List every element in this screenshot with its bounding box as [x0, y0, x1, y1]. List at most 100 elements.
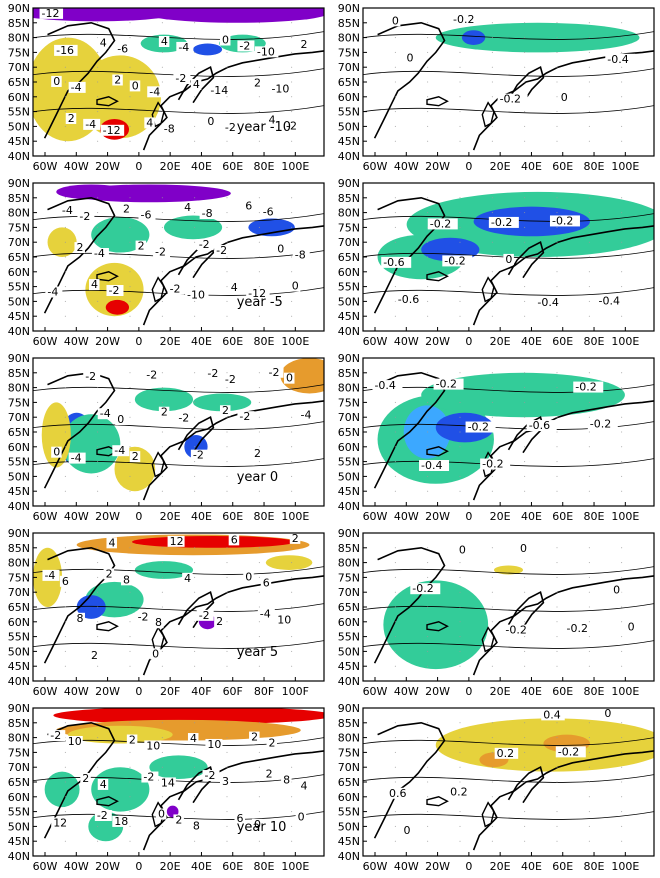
- y-tick-label: 75N: [8, 746, 30, 759]
- grid-dot: [491, 621, 493, 623]
- grid-dot: [258, 241, 260, 243]
- contour-label-bg: [410, 583, 441, 595]
- y-tick-label: 50N: [8, 120, 30, 133]
- x-tick-label: 60E: [552, 685, 573, 698]
- contour-label: -0.2: [505, 624, 526, 637]
- contour-label: 10: [277, 613, 291, 626]
- coastline: [373, 21, 446, 139]
- x-tick-label: 100E: [281, 510, 309, 523]
- grid-dot: [427, 372, 429, 374]
- grid-dot: [556, 226, 558, 228]
- grid-dot: [194, 315, 196, 317]
- grid-dot: [524, 840, 526, 842]
- contour-line: [363, 250, 654, 259]
- grid-dot: [129, 271, 131, 273]
- grid-dot: [394, 431, 396, 433]
- grid-dot: [524, 300, 526, 302]
- grid-dot: [588, 722, 590, 724]
- contour-label-bg: [100, 124, 125, 136]
- grid-dot: [588, 461, 590, 463]
- anomaly-fill: [53, 708, 324, 725]
- y-tick-label: 85N: [338, 17, 360, 30]
- grid-dot: [588, 401, 590, 403]
- y-tick-label: 80N: [8, 382, 30, 395]
- grid-dot: [226, 241, 228, 243]
- contour-label: -6: [263, 206, 274, 219]
- grid-dot: [588, 416, 590, 418]
- grid-dot: [556, 825, 558, 827]
- grid-dot: [129, 766, 131, 768]
- grid-dot: [621, 562, 623, 564]
- contour-label-bg: [251, 448, 263, 460]
- grid-dot: [226, 621, 228, 623]
- contour-label: -2: [97, 809, 108, 822]
- grid-dot: [64, 81, 66, 83]
- x-tick-label: 40E: [191, 335, 212, 348]
- y-tick-label: 65N: [8, 76, 30, 89]
- grid-dot: [524, 81, 526, 83]
- grid-dot: [588, 51, 590, 53]
- x-tick-label: 80E: [584, 510, 605, 523]
- grid-dot: [161, 475, 163, 477]
- y-tick-label: 45N: [338, 485, 360, 498]
- contour-label-bg: [451, 13, 482, 25]
- contour-label-bg: [494, 747, 519, 759]
- grid-dot: [258, 401, 260, 403]
- grid-dot: [226, 665, 228, 667]
- grid-dot: [394, 401, 396, 403]
- grid-dot: [459, 315, 461, 317]
- grid-dot: [459, 111, 461, 113]
- contour-label-bg: [251, 77, 263, 89]
- y-tick-label: 85N: [8, 542, 30, 555]
- grid-dot: [394, 226, 396, 228]
- grid-dot: [524, 140, 526, 142]
- coastline: [426, 271, 449, 282]
- grid-dot: [291, 66, 293, 68]
- grid-dot: [194, 401, 196, 403]
- y-tick-label: 75N: [338, 396, 360, 409]
- contour-label: 2: [129, 734, 136, 747]
- contour-label-bg: [292, 249, 310, 261]
- grid-dot: [394, 111, 396, 113]
- x-tick-label: 100E: [281, 335, 309, 348]
- anomaly-fill: [47, 227, 77, 257]
- grid-dot: [427, 446, 429, 448]
- contour-label-bg: [381, 256, 412, 268]
- coastline: [142, 225, 324, 326]
- grid-dot: [491, 811, 493, 813]
- anomaly-fill: [435, 412, 494, 443]
- contour-label: 2: [91, 649, 98, 662]
- grid-dot: [291, 591, 293, 593]
- y-tick-label: 70N: [338, 586, 360, 599]
- contour-label-bg: [129, 451, 141, 463]
- y-tick-label: 50N: [8, 820, 30, 833]
- x-tick-label: 60F: [223, 685, 243, 698]
- grid-dot: [64, 315, 66, 317]
- grid-dot: [226, 315, 228, 317]
- contour-label: 10: [68, 735, 82, 748]
- grid-dot: [291, 416, 293, 418]
- contour-label-bg: [196, 239, 214, 251]
- grid-dot: [258, 315, 260, 317]
- grid-dot: [194, 431, 196, 433]
- grid-dot: [394, 665, 396, 667]
- contour-label: -2: [225, 373, 236, 386]
- contour-label: 10: [146, 739, 160, 752]
- grid-dot: [161, 446, 163, 448]
- grid-dot: [226, 737, 228, 739]
- x-tick-label: 20W: [95, 160, 120, 173]
- grid-dot: [427, 22, 429, 24]
- x-tick-label: 80E: [254, 510, 275, 523]
- grid-dot: [491, 22, 493, 24]
- grid-dot: [459, 825, 461, 827]
- grid-dot: [394, 96, 396, 98]
- contour-label-bg: [298, 409, 316, 421]
- contour-label: 6: [62, 575, 69, 588]
- grid-dot: [427, 66, 429, 68]
- contour-label: 0: [604, 707, 611, 720]
- contour-label: 0: [392, 14, 399, 27]
- grid-dot: [524, 286, 526, 288]
- contour-label: 0: [222, 34, 229, 47]
- grid-dot: [161, 461, 163, 463]
- contour-label: -8: [202, 207, 213, 220]
